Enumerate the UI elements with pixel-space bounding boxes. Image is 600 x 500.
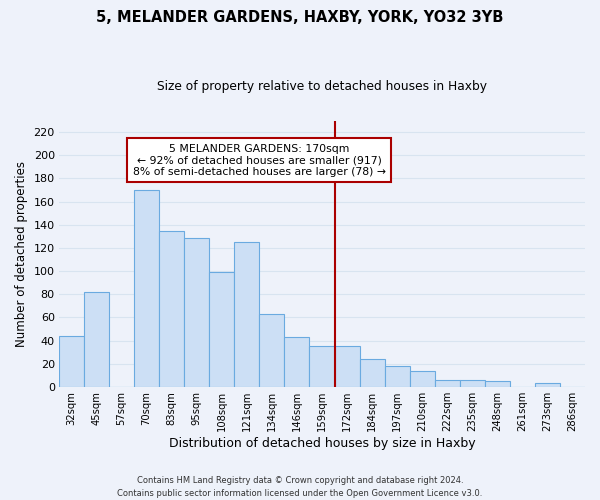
Bar: [59, 336, 84, 387]
Bar: [435, 380, 460, 387]
Bar: [460, 380, 485, 387]
Bar: [84, 292, 109, 387]
X-axis label: Distribution of detached houses by size in Haxby: Distribution of detached houses by size …: [169, 437, 475, 450]
Title: Size of property relative to detached houses in Haxby: Size of property relative to detached ho…: [157, 80, 487, 93]
Bar: [410, 370, 435, 387]
Text: 5, MELANDER GARDENS, HAXBY, YORK, YO32 3YB: 5, MELANDER GARDENS, HAXBY, YORK, YO32 3…: [97, 10, 503, 25]
Bar: [134, 190, 159, 387]
Bar: [284, 337, 310, 387]
Y-axis label: Number of detached properties: Number of detached properties: [15, 160, 28, 346]
Text: Contains HM Land Registry data © Crown copyright and database right 2024.
Contai: Contains HM Land Registry data © Crown c…: [118, 476, 482, 498]
Bar: [535, 384, 560, 387]
Bar: [235, 242, 259, 387]
Bar: [259, 314, 284, 387]
Bar: [335, 346, 359, 387]
Bar: [385, 366, 410, 387]
Bar: [485, 381, 510, 387]
Text: 5 MELANDER GARDENS: 170sqm
← 92% of detached houses are smaller (917)
8% of semi: 5 MELANDER GARDENS: 170sqm ← 92% of deta…: [133, 144, 386, 177]
Bar: [310, 346, 335, 387]
Bar: [184, 238, 209, 387]
Bar: [159, 230, 184, 387]
Bar: [359, 359, 385, 387]
Bar: [209, 272, 235, 387]
